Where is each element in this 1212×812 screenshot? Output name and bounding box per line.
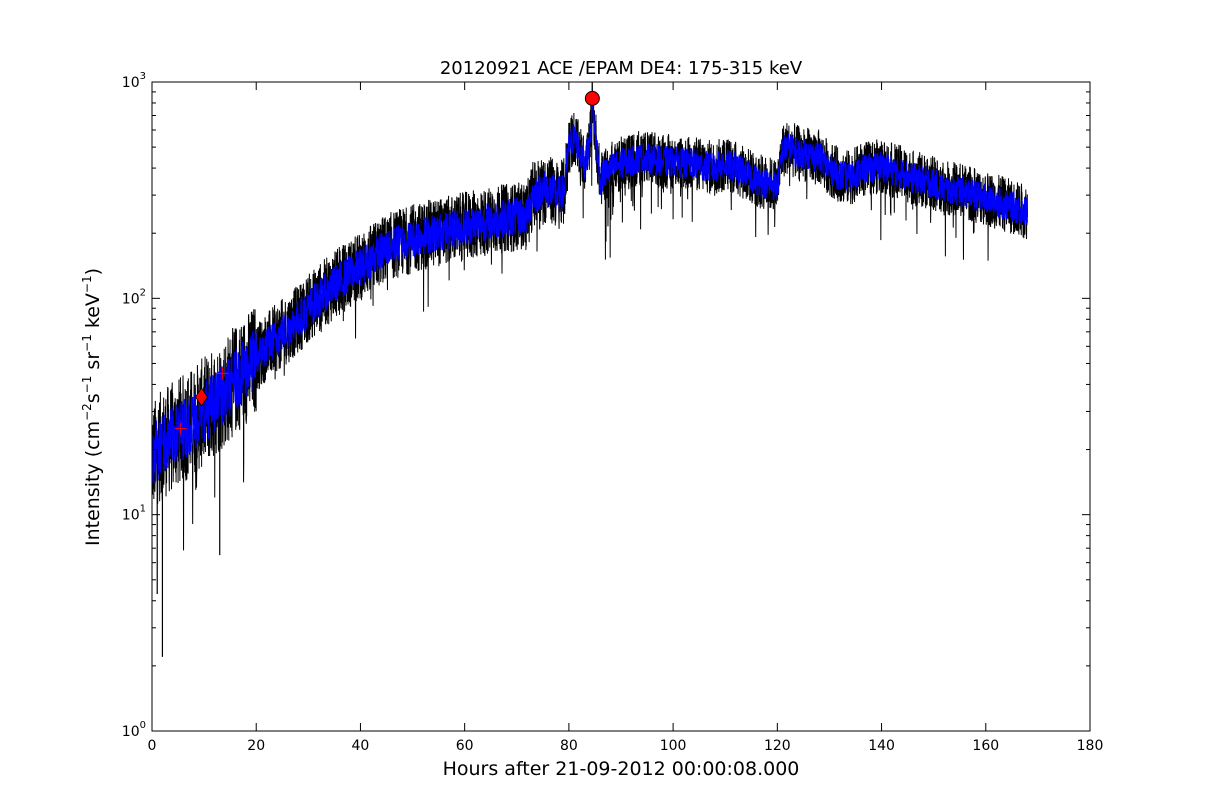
x-tick-label: 20: [247, 738, 265, 754]
x-tick-label: 80: [560, 738, 578, 754]
diamond-marker: [195, 387, 208, 407]
y-tick-label: 101: [122, 504, 146, 524]
plot-frame: [151, 81, 1091, 732]
y-axis-label: Intensity (cm−2s−1 sr−1 keV−1): [80, 268, 104, 546]
x-tick-label: 100: [660, 738, 687, 754]
circle-marker: [584, 90, 600, 106]
x-tick-label: 160: [972, 738, 999, 754]
x-axis: 0 20 40 60 80 100 120 140 160 180: [148, 82, 1104, 754]
x-tick-label: 140: [868, 738, 895, 754]
y-tick-label: 102: [122, 287, 146, 307]
x-tick-label: 0: [148, 738, 157, 754]
x-tick-label: 180: [1077, 738, 1104, 754]
x-tick-label: 60: [456, 738, 474, 754]
series-smoothed-line: [152, 95, 1028, 484]
series-layer: [152, 82, 1028, 657]
y-tick-label: 100: [122, 720, 146, 740]
plus-marker: [216, 367, 229, 380]
x-tick-label: 120: [764, 738, 791, 754]
chart-title: 20120921 ACE /EPAM DE4: 175-315 keV: [440, 58, 803, 79]
y-tick-label: 103: [122, 71, 146, 91]
y-axis: 100 101 102 103: [122, 71, 1090, 740]
marker-layer: [174, 90, 600, 435]
plus-marker: [174, 422, 187, 435]
x-tick-label: 40: [352, 738, 370, 754]
x-axis-label: Hours after 21-09-2012 00:00:08.000: [443, 758, 800, 780]
